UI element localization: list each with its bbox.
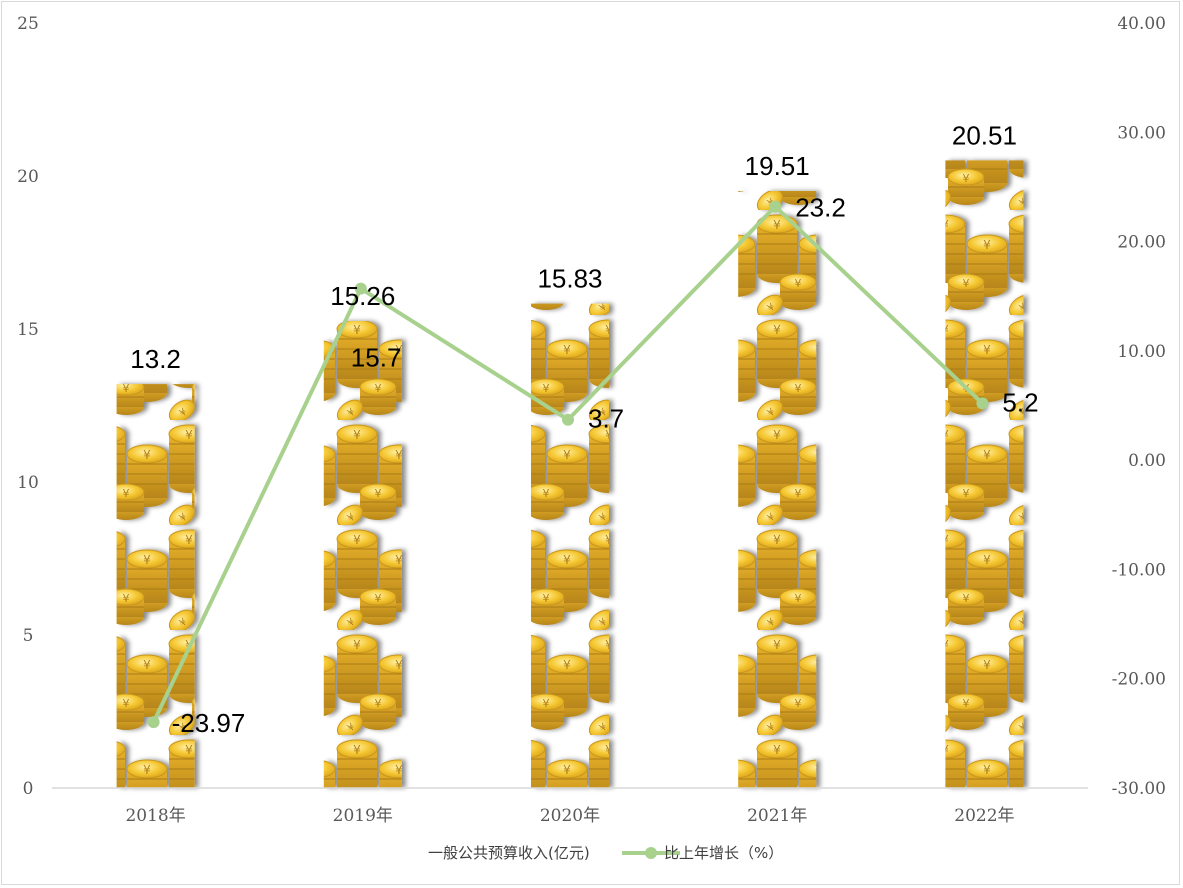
y-right-tick-label: -20.00 xyxy=(1112,670,1166,690)
line-value-label: 5.2 xyxy=(1002,387,1038,417)
bar-2019年 xyxy=(323,321,402,788)
y-left-tick-label: 15 xyxy=(17,320,39,340)
y-left-tick-label: 25 xyxy=(17,14,39,34)
y-left-tick-label: 20 xyxy=(17,167,39,187)
line-value-label: 3.7 xyxy=(588,404,624,434)
y-axis-left: 0 5 10 15 20 25 xyxy=(17,14,39,799)
y-left-tick-label: 5 xyxy=(23,626,34,646)
bar-2020年 xyxy=(531,303,609,788)
x-tick-label: 2020年 xyxy=(540,806,600,826)
bar-value-label: 15.26 xyxy=(330,281,395,311)
x-tick-label: 2019年 xyxy=(333,806,393,826)
line-series xyxy=(147,200,989,729)
x-tick-label: 2022年 xyxy=(954,806,1014,826)
bar-value-label: 19.51 xyxy=(745,151,810,181)
y-right-tick-label: 0.00 xyxy=(1128,451,1166,471)
y-right-tick-label: 30.00 xyxy=(1117,123,1166,143)
y-right-tick-label: -30.00 xyxy=(1112,779,1166,799)
line-value-label: -23.97 xyxy=(172,708,246,738)
y-right-tick-label: -10.00 xyxy=(1112,560,1166,580)
growth-point xyxy=(147,716,160,729)
y-axis-right: -30.00 -20.00 -10.00 0.00 10.00 20.00 30.00 40.… xyxy=(1112,14,1166,799)
x-tick-label: 2018年 xyxy=(125,806,185,826)
bar-value-label: 13.2 xyxy=(130,344,181,374)
bar-value-label: 20.51 xyxy=(952,120,1017,150)
y-right-tick-label: 40.00 xyxy=(1117,14,1166,34)
legend: 一般公共预算收入(亿元) 比上年增长（%） xyxy=(428,844,783,862)
growth-point xyxy=(976,397,989,410)
x-tick-label: 2021年 xyxy=(747,806,807,826)
y-right-tick-label: 10.00 xyxy=(1117,342,1166,362)
legend-label-bar: 一般公共预算收入(亿元) xyxy=(428,844,590,862)
line-value-label: 23.2 xyxy=(795,193,846,223)
legend-line-marker xyxy=(645,847,657,859)
growth-point xyxy=(769,200,782,213)
growth-point xyxy=(562,413,574,426)
bar-2021年 xyxy=(738,190,817,788)
line-value-label: 15.7 xyxy=(351,343,402,373)
bar-2022年 xyxy=(945,160,1024,789)
line-data-labels: -23.97 15.7 3.7 23.2 5.2 xyxy=(172,193,1039,739)
bar-value-label: 15.83 xyxy=(537,264,602,294)
bar-data-labels: 13.2 15.26 15.83 19.51 20.51 xyxy=(130,120,1017,374)
x-axis: 2018年 2019年 2020年 2021年 2022年 xyxy=(125,806,1014,826)
y-left-tick-label: 0 xyxy=(23,779,34,799)
growth-point xyxy=(354,282,367,295)
y-right-tick-label: 20.00 xyxy=(1117,233,1166,253)
legend-label-line: 比上年增长（%） xyxy=(664,844,783,862)
y-left-tick-label: 10 xyxy=(17,473,39,493)
bar-series xyxy=(116,160,1024,789)
